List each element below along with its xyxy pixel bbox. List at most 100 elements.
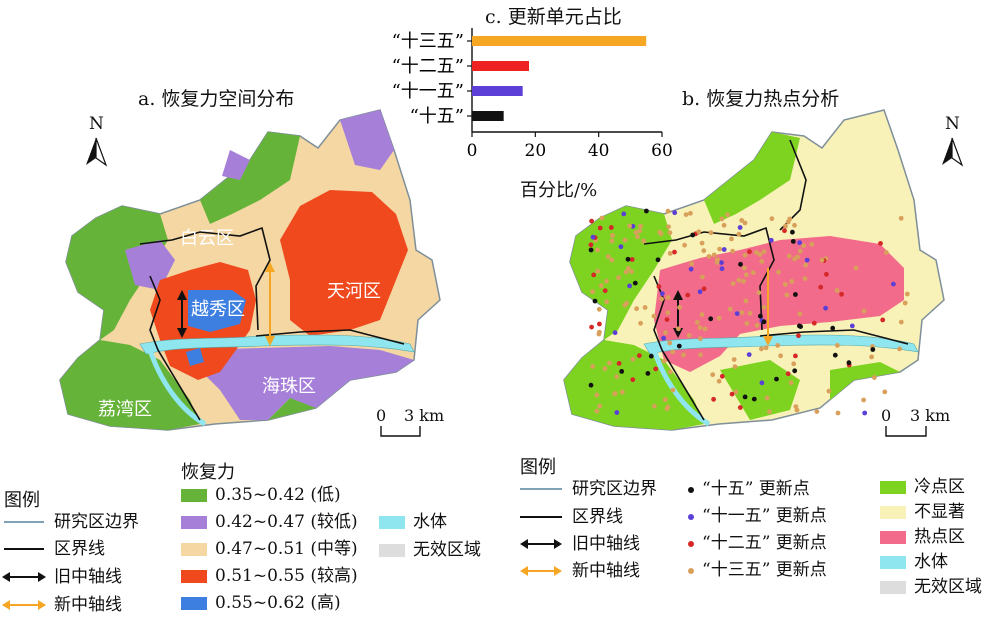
update-point (758, 313, 763, 319)
legend-label: “十三五” 更新点 (702, 560, 827, 580)
legend-swatch (880, 531, 906, 544)
bar (472, 111, 504, 121)
old-axis-a (177, 290, 187, 338)
legend-swatch (379, 544, 405, 557)
point-symbol-icon (688, 540, 694, 547)
update-point (588, 247, 594, 253)
update-point (730, 281, 736, 286)
update-point (785, 371, 791, 377)
update-point (659, 291, 665, 296)
legend-swatch (181, 489, 207, 502)
update-point (791, 361, 797, 367)
legend-extra-item: 水体 (379, 512, 447, 532)
update-point (739, 218, 745, 223)
update-point (797, 323, 802, 329)
legend-label: 0.47~0.51 (中等) (215, 539, 358, 559)
update-point (624, 300, 630, 306)
district-baiyun: 白云区 (180, 228, 234, 249)
update-point (757, 252, 763, 257)
update-point (653, 366, 659, 372)
update-point (597, 321, 602, 327)
update-point (688, 210, 693, 216)
update-point (878, 241, 883, 246)
legend-point-item: “十一五” 更新点 (688, 506, 827, 526)
update-point (676, 343, 682, 349)
category-label: “十一五” (392, 81, 464, 102)
update-point (880, 317, 886, 323)
map-b-north-label: N (945, 114, 960, 134)
update-point (612, 391, 618, 397)
update-point (767, 409, 772, 415)
update-point (638, 320, 643, 326)
update-point (721, 222, 727, 228)
update-point (659, 296, 664, 302)
update-point (869, 354, 874, 360)
legend-class-item: 无效区域 (880, 577, 982, 597)
update-point (769, 216, 775, 222)
update-point (655, 257, 661, 263)
update-point (751, 396, 757, 402)
update-point (715, 257, 720, 262)
legend-resilience-item: 0.35~0.42 (低) (181, 485, 341, 505)
update-point (710, 372, 716, 378)
bar (472, 86, 523, 96)
update-point (616, 275, 621, 280)
update-point (665, 404, 671, 410)
legend-label: 无效区域 (413, 540, 481, 560)
update-point (761, 249, 767, 255)
update-point (602, 366, 608, 372)
update-point (595, 268, 601, 274)
update-point (818, 284, 824, 290)
update-point (667, 340, 673, 346)
update-point (695, 320, 700, 325)
new-axis-b (763, 268, 773, 346)
update-point (665, 295, 671, 300)
update-point (775, 343, 781, 348)
update-point (590, 364, 596, 369)
update-point (819, 257, 825, 263)
legend-label: 0.35~0.42 (低) (215, 485, 341, 505)
x-tick-label: 60 (651, 141, 673, 161)
legend-swatch (181, 570, 207, 583)
update-point (759, 380, 765, 386)
scale-label-a: 3 km (404, 406, 445, 425)
update-point (630, 356, 636, 362)
legend-swatch (880, 581, 906, 594)
update-point (621, 211, 627, 217)
update-point (737, 225, 743, 230)
update-point (823, 305, 828, 311)
update-point (599, 215, 605, 221)
update-point (642, 305, 648, 310)
update-point (589, 324, 594, 330)
update-point (651, 313, 657, 319)
scale-bar-a (380, 426, 421, 437)
legend-label: “十二五” 更新点 (702, 533, 827, 553)
update-point (698, 352, 703, 358)
update-point (630, 377, 636, 383)
point-symbol-icon (688, 567, 694, 574)
map-b-title: b. 恢复力热点分析 (682, 88, 840, 110)
update-point (746, 352, 752, 357)
update-point (667, 230, 673, 236)
legend-right-line: 新中轴线 (572, 561, 640, 581)
update-point (699, 312, 705, 318)
update-point (627, 283, 632, 289)
update-points (588, 208, 910, 416)
district-yuexiu: 越秀区 (191, 299, 245, 320)
update-point (776, 269, 781, 275)
chart-title: c. 更新单元占比 (485, 6, 622, 28)
update-point (633, 230, 639, 235)
update-point (761, 304, 767, 310)
update-point (729, 236, 734, 242)
update-point (743, 272, 749, 278)
update-point (597, 403, 603, 409)
update-point (792, 222, 797, 228)
update-point (627, 223, 632, 229)
update-point (662, 397, 668, 403)
update-point (711, 396, 716, 402)
update-point (618, 244, 624, 250)
update-point (589, 218, 594, 224)
update-point (629, 269, 634, 274)
